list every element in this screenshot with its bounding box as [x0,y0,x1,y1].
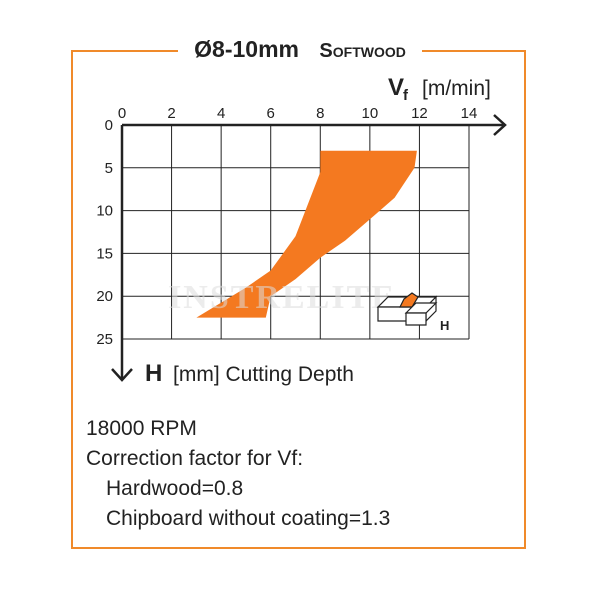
correction-hardwood: Hardwood=0.8 [106,477,244,500]
correction-factor-heading: Correction factor for Vf: [86,447,304,470]
x-tick-label: 8 [316,105,324,122]
x-tick-label: 10 [362,105,379,122]
x-axis-label-main: V [388,74,404,101]
y-tick-label: 10 [96,203,113,220]
chart-title: Ø8-10mm Softwood [0,36,600,63]
x-axis-arrow [493,114,507,136]
y-tick-label: 0 [105,117,113,134]
y-tick-label: 20 [96,288,113,305]
chart-axes [111,114,507,382]
x-tick-label: 0 [118,105,126,122]
x-tick-label: 6 [267,105,275,122]
x-tick-label: 4 [217,105,225,122]
watermark-text: INSTRELITE [168,279,396,316]
x-axis-label-sub: f [403,87,409,104]
diagram-depth-label: H [440,318,449,333]
y-axis-label-rest: [mm] Cutting Depth [173,363,354,386]
correction-chipboard: Chipboard without coating=1.3 [106,507,391,530]
operating-region-layer [196,150,417,318]
x-tick-label: 14 [461,105,478,122]
y-axis-arrow [111,368,133,382]
title-diameter: Ø8-10mm [186,36,307,62]
axis-labels: V f [m/min] H [mm] Cutting Depth [145,74,491,387]
y-axis-label-main: H [145,360,162,387]
cutting-diagram-icon: H [376,292,449,333]
notes-block: 18000 RPM Correction factor for Vf: Hard… [86,414,506,534]
y-tick-label: 5 [105,160,113,177]
y-tick-label: 25 [96,331,113,348]
watermark-layer: INSTRELITE [168,279,396,316]
x-tick-label: 2 [167,105,175,122]
operating-region [196,150,417,318]
x-axis-label-unit: [m/min] [422,77,491,100]
title-material: Softwood [311,40,414,62]
y-tick-label: 15 [96,245,113,262]
tick-labels: 0 2 4 6 8 10 12 14 0 5 10 15 20 25 [96,105,477,348]
rpm-text: 18000 RPM [86,417,197,440]
x-tick-label: 12 [411,105,428,122]
